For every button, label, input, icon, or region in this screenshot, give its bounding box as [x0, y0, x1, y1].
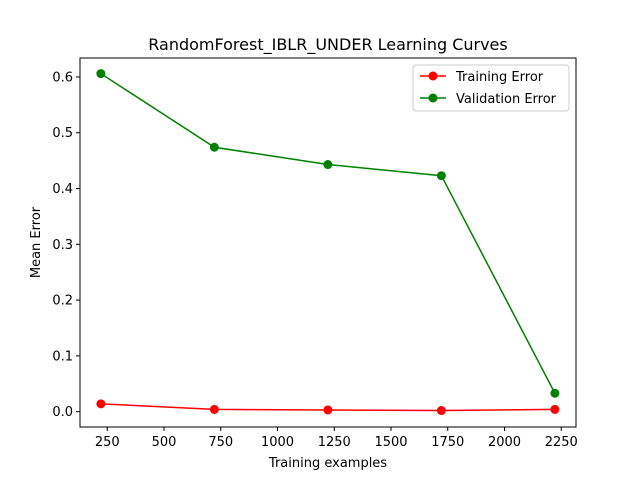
data-point-validation-error — [550, 388, 560, 398]
x-axis-label: Training examples — [268, 456, 387, 471]
data-point-training-error — [436, 406, 446, 416]
data-point-validation-error — [323, 160, 333, 170]
x-tick-label: 2250 — [545, 435, 578, 450]
x-tick-label: 1000 — [261, 435, 294, 450]
legend-marker-validation-error — [428, 93, 438, 103]
x-axis-ticks: 250 500 750 1000 1250 1500 1750 2000 2250 — [95, 427, 578, 450]
y-tick-label: 0.0 — [52, 405, 73, 420]
x-tick-label: 1250 — [318, 435, 351, 450]
x-tick-label: 750 — [208, 435, 233, 450]
x-tick-label: 500 — [152, 435, 177, 450]
y-axis-ticks: 0.0 0.1 0.2 0.3 0.4 0.5 0.6 — [52, 70, 80, 420]
data-point-training-error — [323, 405, 333, 415]
plot-area-frame — [79, 57, 577, 428]
legend-frame — [412, 64, 570, 112]
y-tick-label: 0.3 — [52, 238, 73, 253]
legend: Training Error Validation Error — [412, 64, 570, 112]
x-tick-label: 1500 — [374, 435, 407, 450]
y-axis-label: Mean Error — [29, 206, 44, 278]
data-point-training-error — [96, 399, 106, 409]
legend-marker-training-error — [428, 71, 438, 81]
data-point-validation-error — [96, 69, 106, 79]
y-tick-label: 0.2 — [52, 294, 73, 309]
chart-title: RandomForest_IBLR_UNDER Learning Curves — [148, 35, 507, 55]
x-tick-label: 250 — [95, 435, 120, 450]
data-point-validation-error — [209, 142, 219, 152]
legend-label-training-error: Training Error — [455, 70, 544, 85]
legend-entries: Training Error Validation Error — [420, 70, 557, 107]
series-layer — [96, 69, 560, 416]
data-point-training-error — [209, 404, 219, 414]
y-tick-label: 0.6 — [52, 70, 73, 85]
x-tick-label: 2000 — [488, 435, 521, 450]
data-point-training-error — [550, 404, 560, 414]
y-tick-label: 0.1 — [52, 349, 73, 364]
legend-label-validation-error: Validation Error — [456, 92, 557, 107]
data-point-validation-error — [436, 171, 446, 181]
y-tick-label: 0.4 — [52, 182, 73, 197]
x-tick-label: 1750 — [431, 435, 464, 450]
y-tick-label: 0.5 — [52, 126, 73, 141]
